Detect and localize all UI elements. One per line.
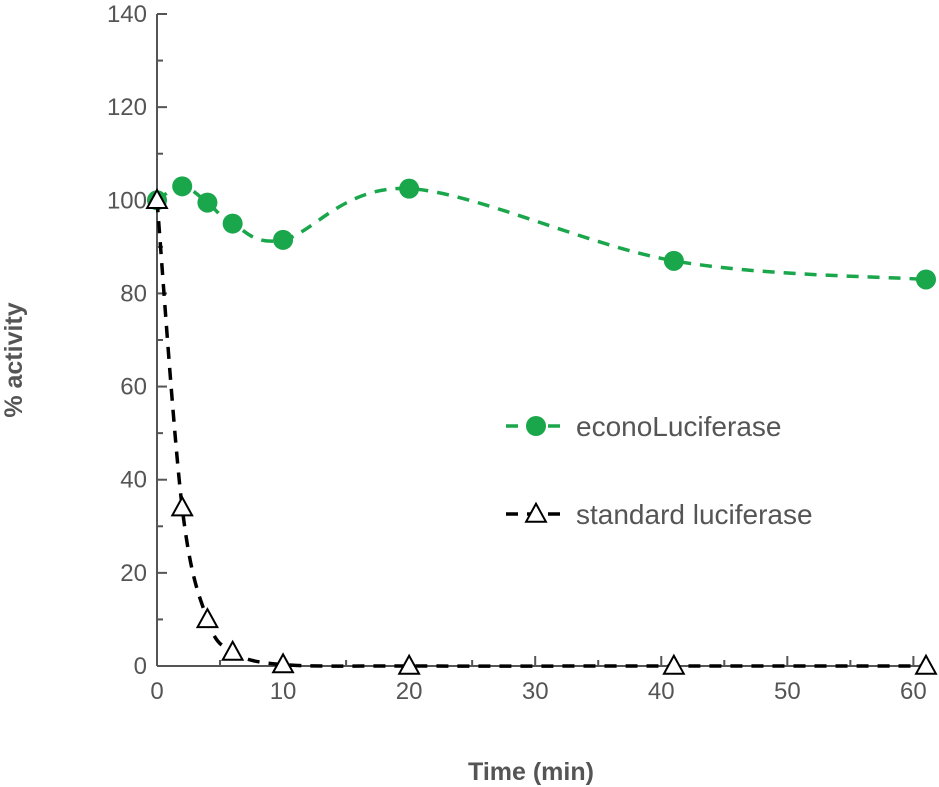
data-point bbox=[145, 187, 169, 209]
x-tick-label: 10 bbox=[270, 678, 297, 705]
legend-item-econoluciferase: econoLuciferase bbox=[506, 411, 781, 442]
data-point bbox=[222, 213, 243, 234]
data-point bbox=[197, 192, 218, 213]
axes bbox=[156, 14, 926, 667]
x-tick-label: 40 bbox=[648, 678, 675, 705]
series-standard-luciferase bbox=[145, 187, 938, 675]
y-tick-label: 0 bbox=[134, 653, 147, 680]
y-tick-label: 20 bbox=[120, 560, 147, 587]
series-line-econoluciferase bbox=[156, 184, 927, 282]
data-point bbox=[397, 653, 421, 675]
x-tick-label: 60 bbox=[900, 678, 927, 705]
legend-label-standard-luciferase: standard luciferase bbox=[576, 499, 813, 530]
series-econoluciferase bbox=[147, 176, 936, 290]
data-point bbox=[914, 653, 938, 675]
x-tick-label: 0 bbox=[150, 678, 163, 705]
data-point bbox=[273, 229, 294, 250]
data-point bbox=[916, 269, 936, 290]
legend-marker-standard-luciferase bbox=[524, 501, 548, 523]
y-tick-label: 100 bbox=[107, 187, 147, 214]
legend: econoLuciferase standard luciferase bbox=[506, 411, 813, 530]
y-tick-label: 60 bbox=[120, 374, 147, 401]
x-tick-label: 20 bbox=[396, 678, 423, 705]
y-tick-label: 120 bbox=[107, 94, 147, 121]
data-point bbox=[221, 639, 245, 661]
data-point bbox=[663, 250, 684, 271]
x-tick-label: 50 bbox=[774, 678, 801, 705]
data-point bbox=[172, 176, 193, 197]
data-point bbox=[662, 653, 686, 675]
x-tick-label: 30 bbox=[522, 678, 549, 705]
y-tick-label: 140 bbox=[107, 1, 147, 28]
y-axis-title: % activity bbox=[0, 302, 28, 417]
legend-marker-econoluciferase bbox=[526, 416, 546, 436]
data-point bbox=[195, 607, 220, 629]
x-axis-title: Time (min) bbox=[468, 758, 594, 786]
legend-label-econoluciferase: econoLuciferase bbox=[576, 411, 781, 442]
data-point bbox=[399, 178, 420, 199]
y-tick-label: 80 bbox=[120, 280, 147, 307]
x-ticks: 0 10 20 30 40 50 60 bbox=[150, 656, 927, 705]
y-tick-label: 40 bbox=[120, 467, 147, 494]
data-point bbox=[271, 652, 295, 674]
series-layer bbox=[145, 176, 938, 675]
legend-item-standard-luciferase: standard luciferase bbox=[506, 499, 813, 530]
data-point bbox=[170, 495, 194, 517]
